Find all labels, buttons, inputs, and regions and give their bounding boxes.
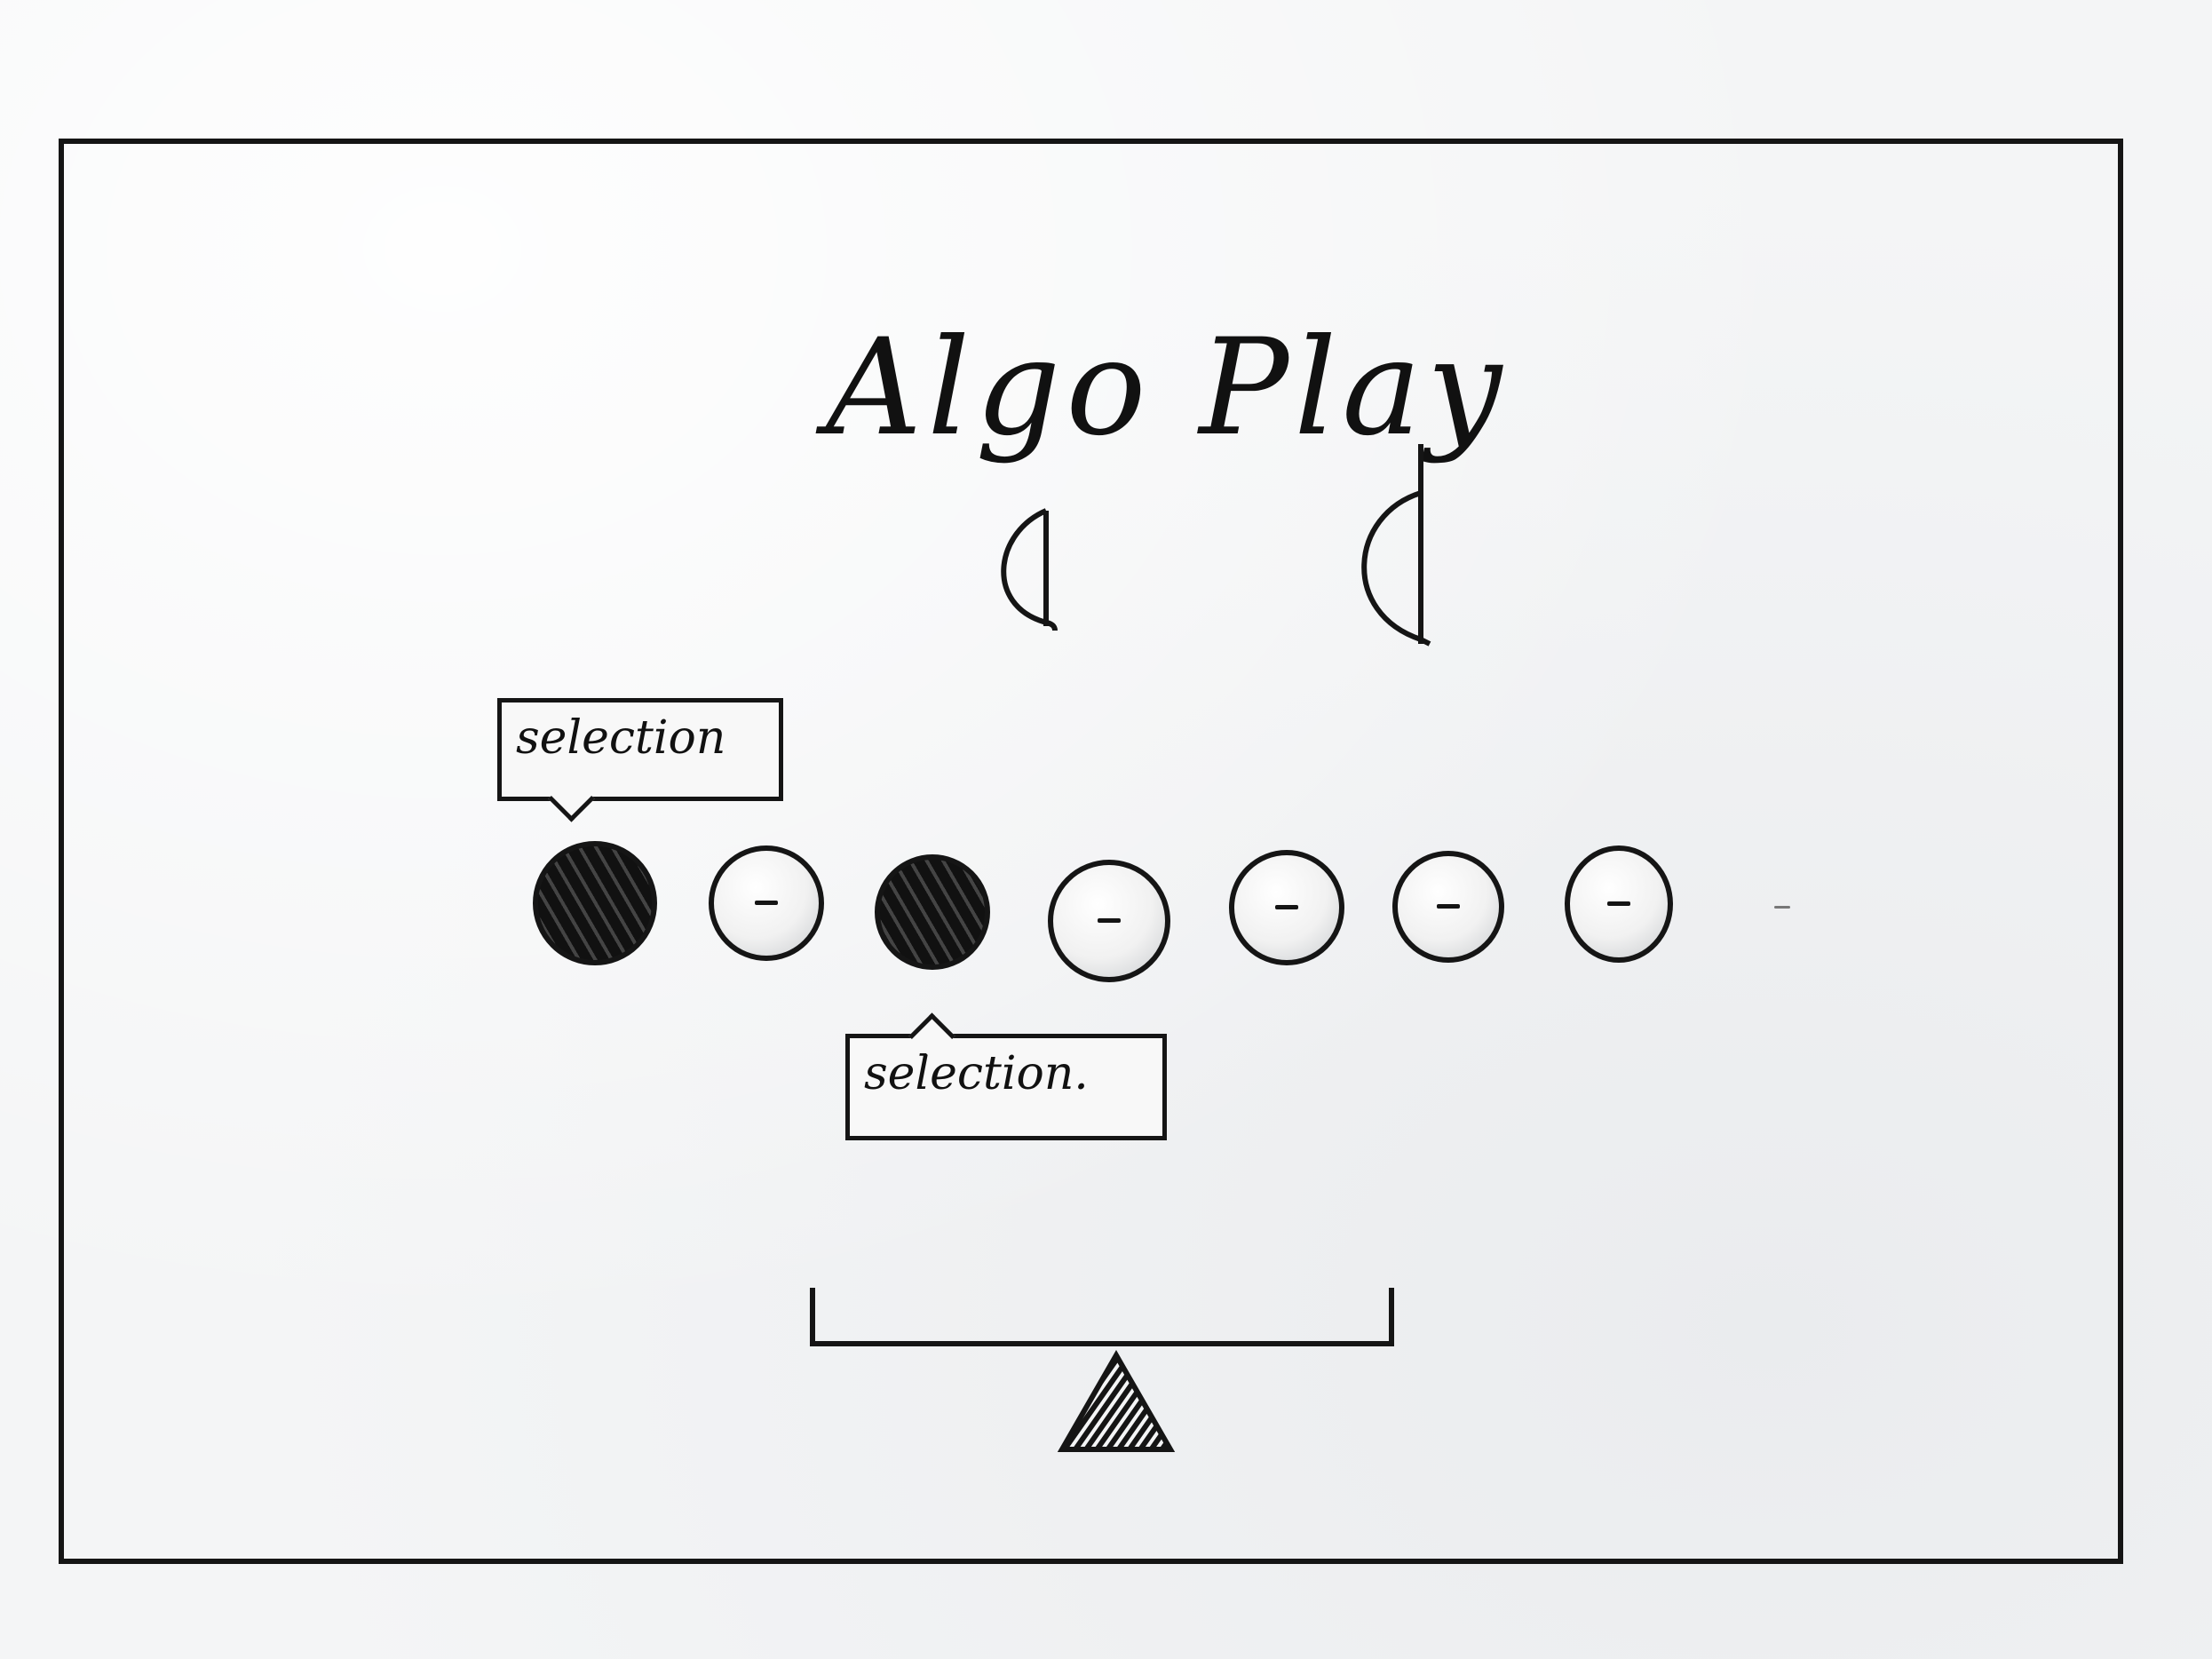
bubble-7[interactable] [1565,845,1673,963]
bubble-2[interactable] [709,845,824,961]
app-frame [59,139,2123,1564]
bubble-5[interactable] [1229,850,1344,965]
selection-tooltip-bottom: selection. [845,1012,1167,1140]
app-title: Algo Play [826,311,1508,465]
bubble-3-selected[interactable] [875,854,990,970]
triangle-pivot-icon[interactable] [1055,1350,1177,1457]
dash-icon [1607,901,1630,906]
dash-icon [755,901,778,905]
tooltip-label: selection [516,711,726,765]
tooltip-label: selection. [864,1047,1089,1100]
selection-tooltip-top: selection [497,698,783,822]
balance-beam [810,1288,1394,1346]
bubble-1-selected[interactable] [533,841,657,965]
dash-icon [1275,905,1298,909]
dash-icon [1437,904,1460,909]
bubble-4[interactable] [1048,860,1170,982]
dash-icon [1098,918,1121,923]
continuation-mark [1774,906,1790,909]
bubble-6[interactable] [1392,851,1504,963]
